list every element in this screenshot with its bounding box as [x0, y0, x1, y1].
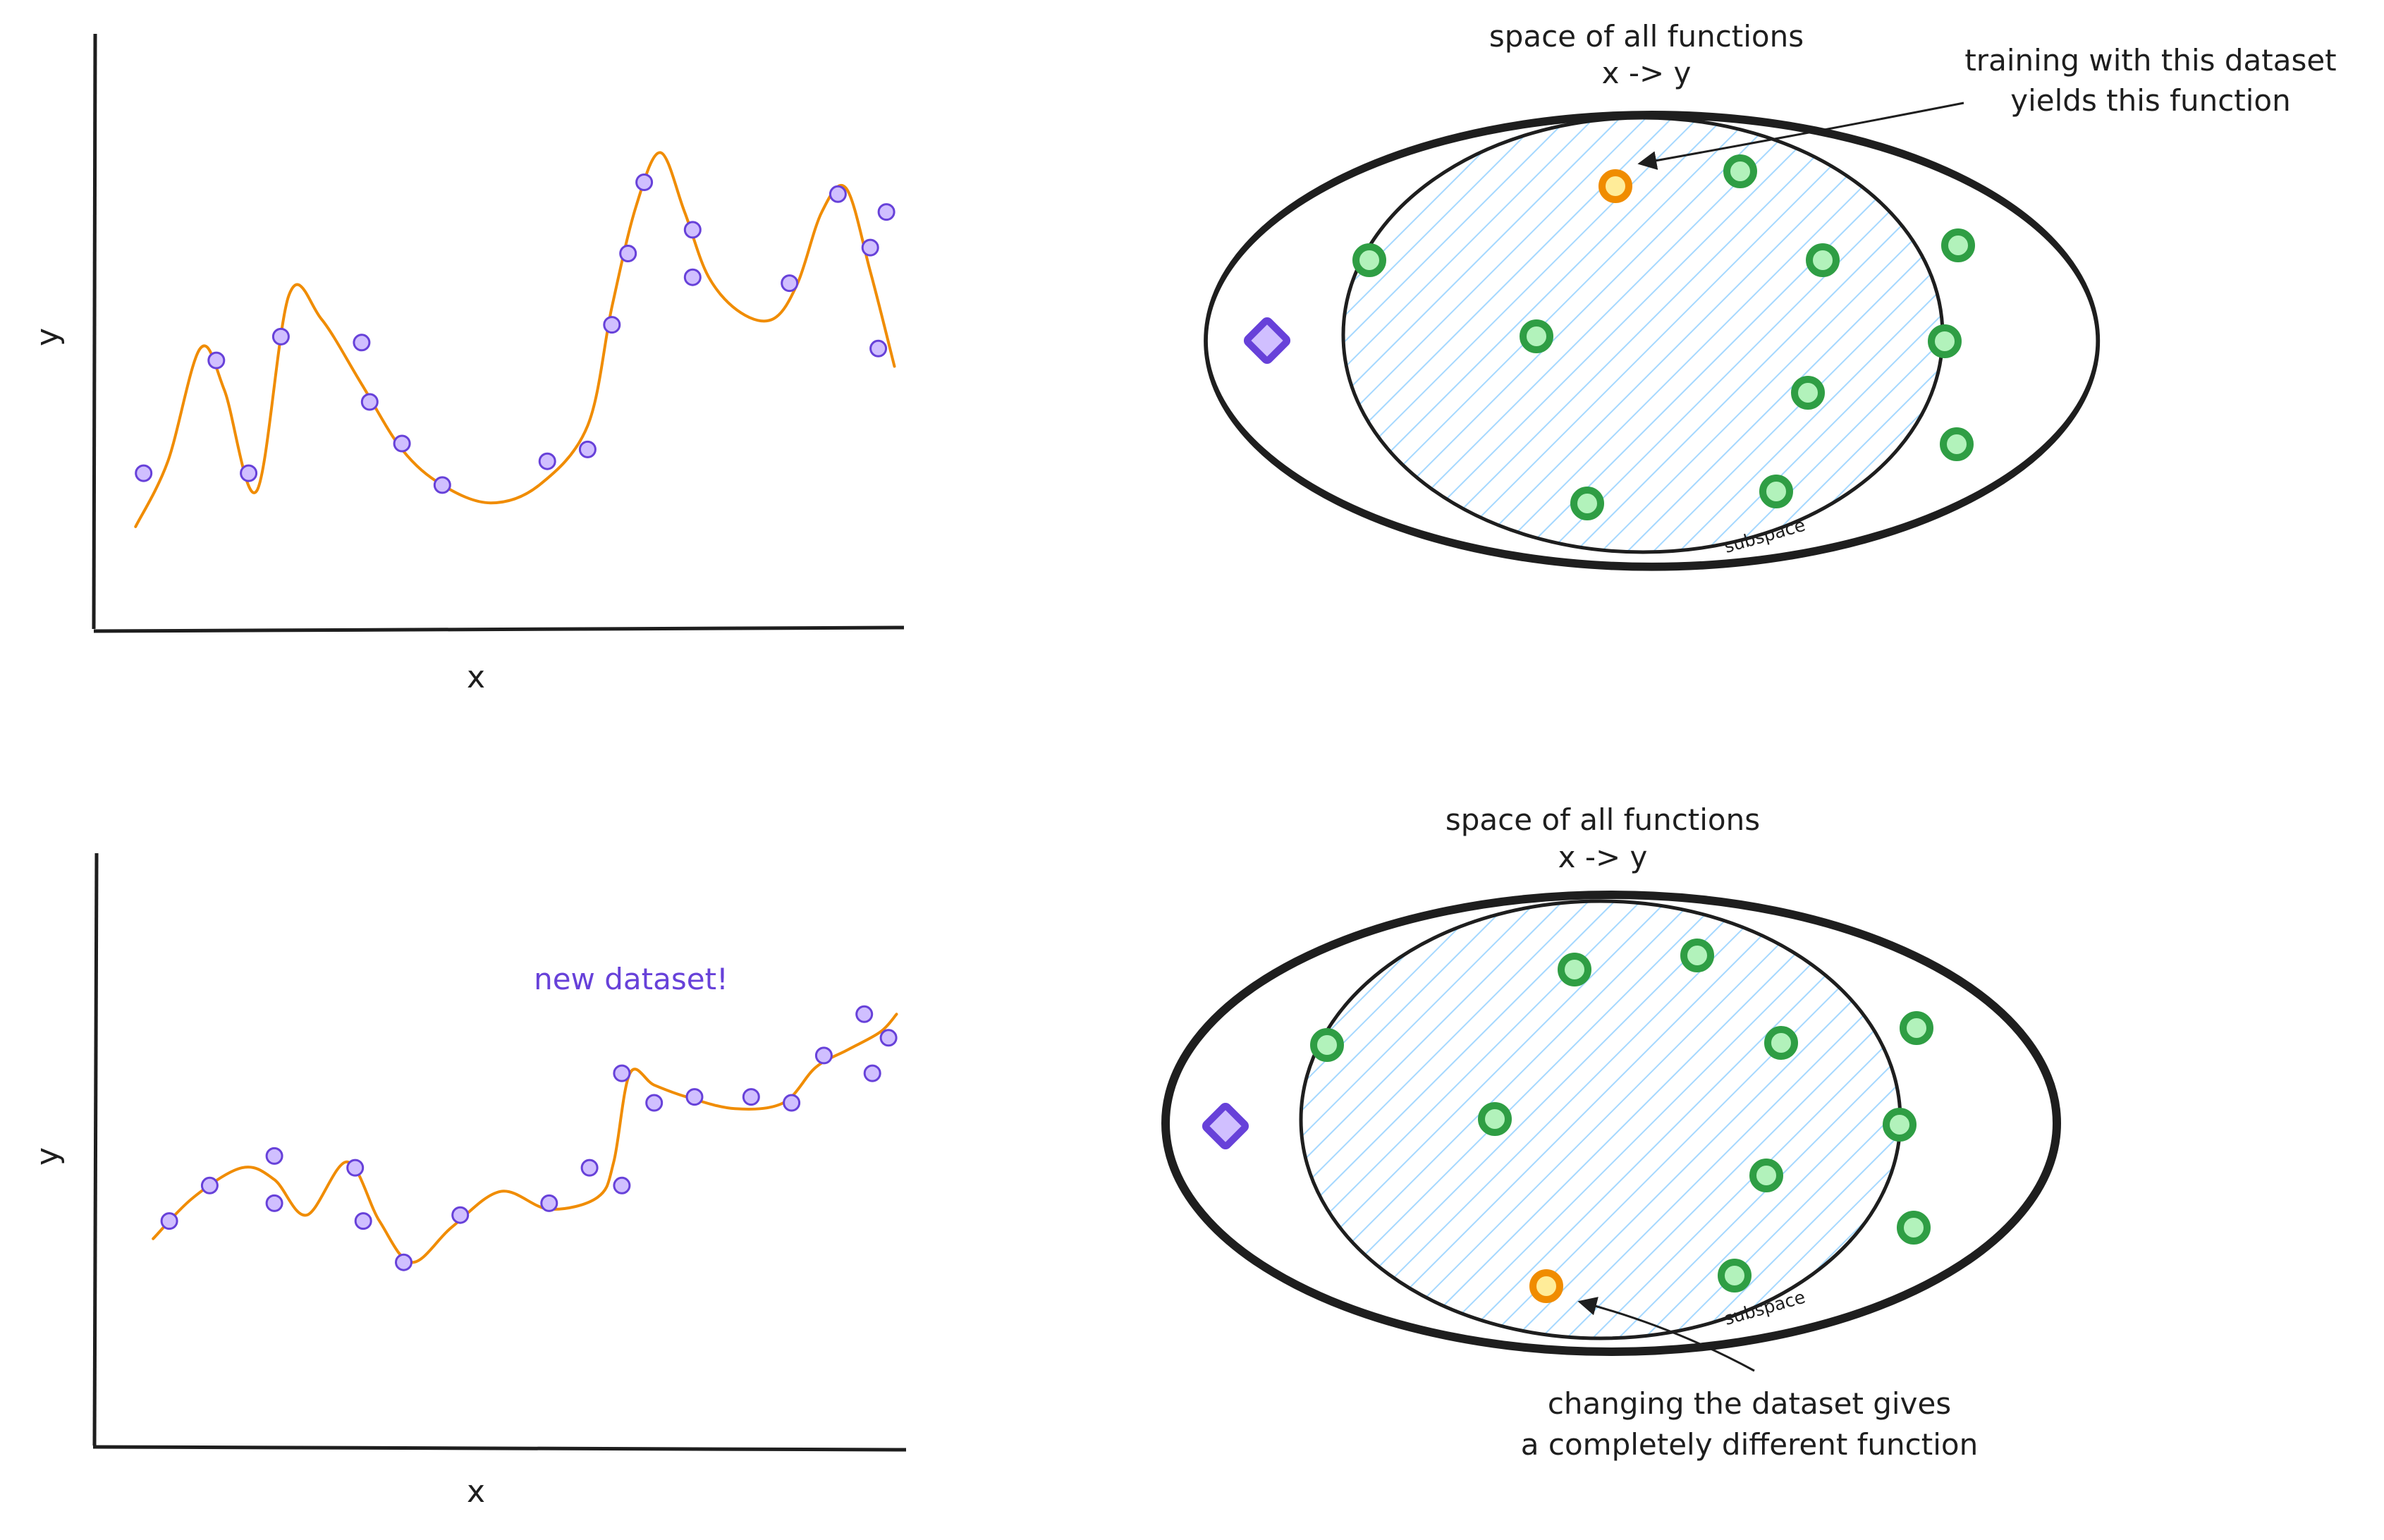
bottom-x-axis [92, 1445, 907, 1452]
data-point [683, 268, 702, 286]
data-point [683, 221, 702, 239]
data-point [613, 1176, 631, 1194]
bottom-callout-arrow [1577, 1297, 1755, 1372]
data-point [395, 1253, 412, 1271]
top-points [1352, 154, 1975, 520]
data-point [265, 1194, 283, 1212]
top-x-axis [93, 625, 905, 633]
top-callout-line2: yields this function [2010, 83, 2290, 118]
bottom-data-points [160, 1005, 898, 1271]
bottom-all-functions-ellipse [1161, 891, 2061, 1356]
bottom-subspace-ellipse [1299, 899, 1902, 1340]
target-function-diamond [1243, 317, 1291, 365]
data-point [265, 1147, 283, 1165]
bottom-fit-curve-layer [152, 1013, 898, 1264]
bottom-y-axis-label: y [30, 1147, 66, 1166]
green-function-point [1941, 228, 1975, 262]
green-function-point [1749, 1159, 1783, 1192]
bottom-space-title-line1: space of all functions [1445, 802, 1760, 837]
data-point [635, 173, 654, 191]
data-point [781, 274, 799, 293]
data-point [814, 1046, 833, 1065]
green-function-point [1883, 1108, 1917, 1142]
selected-function-point [1598, 169, 1632, 203]
data-point [271, 327, 290, 346]
data-point [580, 1159, 599, 1177]
data-point [877, 203, 895, 221]
data-point [742, 1088, 760, 1106]
green-function-point [1900, 1011, 1933, 1045]
bottom-callout-line1: changing the dataset gives [1548, 1386, 1951, 1421]
green-function-point [1928, 324, 1962, 358]
data-point [578, 440, 597, 458]
green-function-point [1897, 1211, 1931, 1245]
top-y-axis-label: y [30, 328, 66, 346]
new-dataset-note: new dataset! [534, 962, 728, 996]
data-point [135, 464, 153, 482]
green-function-point [1558, 953, 1591, 986]
green-function-point [1310, 1028, 1344, 1062]
bottom-function-space: space of all functions x -> y subspace c… [1161, 802, 2061, 1462]
data-point [353, 334, 371, 352]
data-point [200, 1176, 219, 1194]
data-point [433, 476, 451, 494]
green-function-point [1791, 376, 1825, 410]
data-point [829, 185, 847, 203]
top-callout-line1: training with this dataset [1964, 43, 2336, 78]
selected-function-point [1529, 1269, 1563, 1303]
green-function-point [1352, 243, 1386, 277]
green-function-point [1478, 1102, 1512, 1136]
top-plot: x y [30, 33, 905, 695]
data-point [685, 1088, 704, 1106]
bottom-fit-curve [152, 1013, 898, 1264]
bottom-x-axis-label: x [467, 1474, 485, 1510]
bottom-points [1310, 939, 1933, 1303]
top-all-functions-ellipse [1204, 111, 2101, 571]
bottom-plot: x y new dataset! [30, 853, 907, 1510]
target-function-diamond [1202, 1102, 1249, 1150]
data-point [540, 1194, 558, 1212]
top-subspace-ellipse [1341, 116, 1945, 554]
data-point [863, 1064, 881, 1082]
top-space-title-line1: space of all functions [1489, 19, 1804, 54]
green-function-point [1806, 243, 1840, 277]
data-point [207, 351, 226, 369]
green-function-point [1759, 475, 1793, 508]
green-function-point [1940, 427, 1974, 461]
data-point [619, 245, 637, 262]
top-data-points [135, 173, 895, 494]
data-point [346, 1159, 365, 1177]
data-point [783, 1094, 801, 1112]
data-point [855, 1005, 874, 1023]
data-point [354, 1212, 372, 1230]
green-function-point [1570, 487, 1604, 520]
bottom-space-title-line2: x -> y [1558, 840, 1648, 874]
data-point [393, 434, 411, 453]
top-callout-arrow [1637, 102, 1964, 171]
bottom-y-axis [92, 853, 99, 1446]
data-point [451, 1206, 470, 1224]
top-space-title-line2: x -> y [1602, 56, 1692, 90]
green-function-point [1718, 1259, 1752, 1292]
data-point [538, 452, 556, 470]
top-x-axis-label: x [467, 659, 485, 695]
data-point [645, 1094, 664, 1112]
green-function-point [1764, 1026, 1798, 1060]
data-point [240, 464, 258, 482]
data-point [869, 339, 888, 358]
data-point [360, 393, 379, 411]
top-function-space: space of all functions x -> y subspace t… [1204, 19, 2337, 571]
data-point [879, 1029, 898, 1047]
data-point [603, 316, 621, 334]
green-function-point [1680, 939, 1714, 972]
data-point [613, 1064, 631, 1082]
data-point [160, 1212, 178, 1230]
data-point [861, 238, 879, 257]
bottom-callout-line2: a completely different function [1521, 1427, 1978, 1462]
green-function-point [1723, 154, 1757, 188]
top-y-axis [92, 33, 97, 630]
green-function-point [1520, 319, 1553, 353]
